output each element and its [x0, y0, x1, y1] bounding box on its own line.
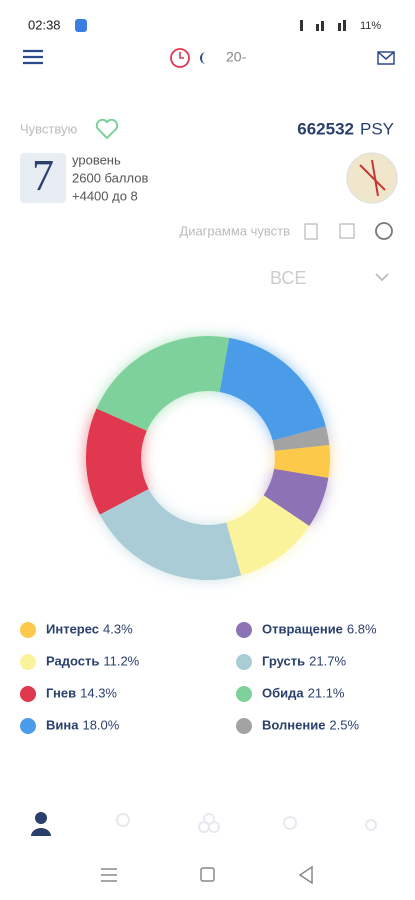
legend-swatch	[236, 718, 252, 734]
legend-swatch	[236, 622, 252, 638]
status-battery: 11%	[360, 20, 381, 32]
nav-groups[interactable]	[198, 813, 220, 833]
avatar-image	[359, 159, 386, 197]
legend-value: 21.1%	[308, 685, 345, 700]
chart-button[interactable]	[339, 223, 355, 239]
list-button[interactable]	[304, 223, 318, 240]
mail-flap	[377, 51, 395, 60]
slice	[274, 444, 330, 478]
filter-arrow[interactable]	[375, 273, 389, 282]
legend-label: Грусть	[262, 653, 305, 668]
legend-value: 11.2%	[103, 653, 139, 668]
slice	[226, 495, 310, 576]
clock-hands	[179, 52, 184, 59]
legend-value: 21.7%	[309, 653, 346, 668]
status-icon	[75, 19, 87, 32]
score: 662532	[297, 119, 354, 138]
legend-value: 6.8%	[347, 621, 377, 636]
legend-label: Отвращение	[262, 621, 343, 636]
legend-label: Интерес	[46, 621, 99, 636]
legend-swatch	[20, 718, 36, 734]
legend-value: 2.5%	[329, 717, 359, 732]
status-time: 02:38	[28, 17, 61, 32]
level-points: 2600 баллов	[72, 170, 148, 185]
settings-button[interactable]	[375, 222, 393, 240]
legend: Интерес 4.3% Отвращение 6.8% Радость 11.2% Гру…	[20, 621, 377, 734]
nav-profile-body	[31, 828, 51, 836]
toolbar-title: Диаграмма чувств	[179, 223, 290, 238]
slice	[219, 337, 326, 441]
legend-label: Обида	[262, 685, 304, 700]
legend-swatch	[20, 622, 36, 638]
status-icons	[300, 20, 346, 31]
currency: PSY	[360, 119, 394, 138]
moon-icon[interactable]	[200, 52, 206, 64]
menu-button[interactable]	[23, 49, 43, 65]
nav-search[interactable]	[283, 816, 297, 830]
level-badge	[20, 153, 66, 203]
legend-label: Волнение	[262, 717, 325, 732]
legend-value: 18.0%	[82, 717, 119, 732]
level-label: уровень	[72, 152, 121, 167]
legend-label: Вина	[46, 717, 79, 732]
clock-icon[interactable]	[170, 48, 190, 68]
legend-swatch	[236, 654, 252, 670]
filter-select[interactable]: ВСЕ	[270, 268, 306, 288]
legend-label: Радость	[46, 653, 99, 668]
mail-button[interactable]	[377, 51, 395, 65]
legend-swatch	[20, 686, 36, 702]
legend-value: 14.3%	[80, 685, 117, 700]
slice	[99, 489, 242, 580]
legend-swatch	[236, 686, 252, 702]
system-nav[interactable]	[101, 865, 313, 885]
nav-music[interactable]	[365, 819, 377, 831]
heart-icon[interactable]	[95, 118, 119, 140]
level-number: 7	[32, 151, 54, 200]
level-next: +4400 до 8	[72, 188, 138, 203]
slice	[96, 336, 230, 431]
slice	[272, 426, 330, 451]
counter: 20-	[226, 49, 247, 65]
slice	[85, 408, 149, 515]
slice	[263, 468, 329, 526]
nav-profile[interactable]	[35, 812, 47, 824]
feeling-label: Чувствую	[20, 121, 77, 136]
nav-tree[interactable]	[116, 813, 130, 827]
donut-chart	[85, 336, 330, 580]
legend-value: 4.3%	[103, 621, 133, 636]
legend-swatch	[20, 654, 36, 670]
legend-label: Гнев	[46, 685, 76, 700]
